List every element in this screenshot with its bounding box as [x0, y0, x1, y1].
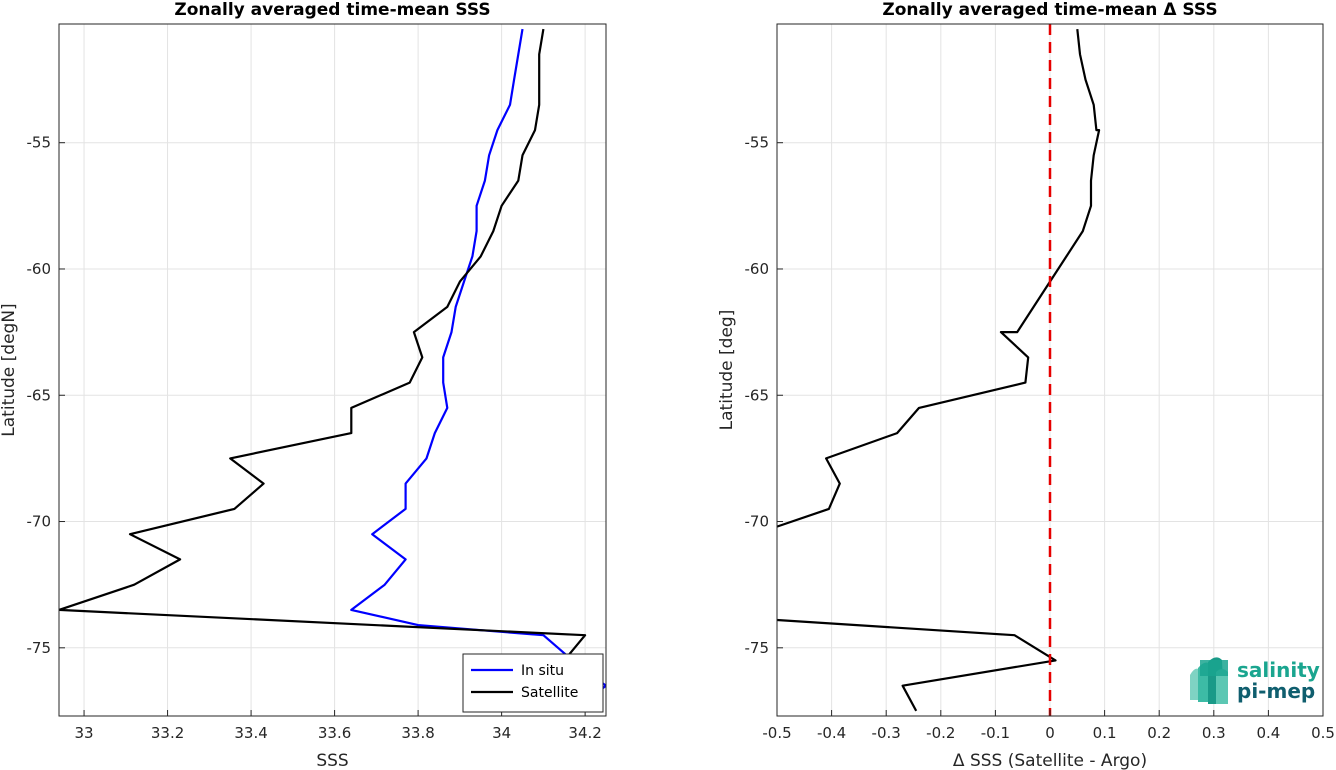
panel-delta-sss: -0.5 -0.4 -0.3 -0.2 -0.1 0 0.1 0.2 0.3 0.4 0.5 -75… — [717, 0, 1335, 770]
series-line-delta-sss — [777, 618, 1057, 712]
logo-text-salinity: salinity — [1237, 658, 1320, 682]
delta-y-tick-label: -60 — [745, 260, 770, 278]
sss-y-tick-label: -65 — [27, 386, 52, 404]
delta-y-axis-label: Latitude [deg] — [717, 310, 737, 431]
delta-x-tick-label: 0.1 — [1093, 724, 1117, 742]
sss-x-tick-label: 33 — [75, 724, 94, 742]
delta-x-tick-label: 0.2 — [1147, 724, 1171, 742]
sss-axes-frame — [58, 23, 607, 717]
sss-y-tick-label: -60 — [27, 260, 52, 278]
delta-chart-title: Zonally averaged time-mean Δ SSS — [882, 0, 1217, 20]
sss-y-tick-label: -70 — [27, 513, 52, 531]
sss-chart-title: Zonally averaged time-mean SSS — [174, 0, 490, 20]
delta-x-axis-label: Δ SSS (Satellite - Argo) — [953, 751, 1147, 770]
panel-sss: 33 33.2 33.4 33.6 33.8 34 34.2 -75 -70 -65 -60 -55… — [0, 0, 607, 770]
sss-x-tick-label: 34 — [492, 724, 511, 742]
delta-x-tick-label: -0.3 — [872, 724, 901, 742]
delta-x-tick-label: 0.5 — [1311, 724, 1335, 742]
sss-series — [59, 28, 606, 712]
delta-y-tick-label: -65 — [745, 386, 770, 404]
sss-y-tick-label: -55 — [27, 134, 52, 152]
delta-x-tick-label: -0.4 — [817, 724, 846, 742]
delta-x-tick-label: 0.4 — [1256, 724, 1280, 742]
logo-wave-icon — [1190, 657, 1228, 704]
sss-y-tick-label: -75 — [27, 639, 52, 657]
sss-x-tick-label: 34.2 — [568, 724, 601, 742]
sss-grid — [59, 24, 606, 716]
series-line-in-situ — [350, 28, 606, 712]
delta-x-tick-label: -0.2 — [926, 724, 955, 742]
delta-x-tick-label: 0 — [1045, 724, 1055, 742]
delta-x-ticks: -0.5 -0.4 -0.3 -0.2 -0.1 0 0.1 0.2 0.3 0.4 0.5 — [762, 710, 1335, 742]
sss-x-ticks: 33 33.2 33.4 33.6 33.8 34 34.2 — [75, 710, 602, 742]
delta-x-tick-label: -0.1 — [981, 724, 1010, 742]
sss-x-tick-label: 33.2 — [151, 724, 184, 742]
logo-text-pimep: pi-mep — [1237, 679, 1315, 703]
delta-y-tick-label: -55 — [745, 134, 770, 152]
sss-x-tick-label: 33.8 — [401, 724, 434, 742]
delta-y-tick-label: -70 — [745, 513, 770, 531]
legend-label-in-situ: In situ — [521, 663, 564, 679]
sss-x-axis-label: SSS — [316, 751, 348, 770]
series-line-satellite — [59, 28, 587, 712]
sss-x-tick-label: 33.4 — [234, 724, 267, 742]
legend-box — [462, 653, 604, 713]
sss-y-ticks: -75 -70 -65 -60 -55 — [27, 134, 65, 657]
salinity-pimep-logo: salinity pi-mep — [1190, 657, 1320, 704]
sss-y-axis-label: Latitude [degN] — [0, 303, 19, 436]
delta-y-ticks: -75 -70 -65 -60 -55 — [745, 134, 783, 657]
sss-legend: In situ Satellite — [462, 653, 604, 713]
delta-x-tick-label: 0.3 — [1202, 724, 1226, 742]
legend-label-satellite: Satellite — [521, 685, 578, 701]
delta-x-tick-label: -0.5 — [762, 724, 791, 742]
delta-y-tick-label: -75 — [745, 639, 770, 657]
sss-x-tick-label: 33.6 — [318, 724, 351, 742]
